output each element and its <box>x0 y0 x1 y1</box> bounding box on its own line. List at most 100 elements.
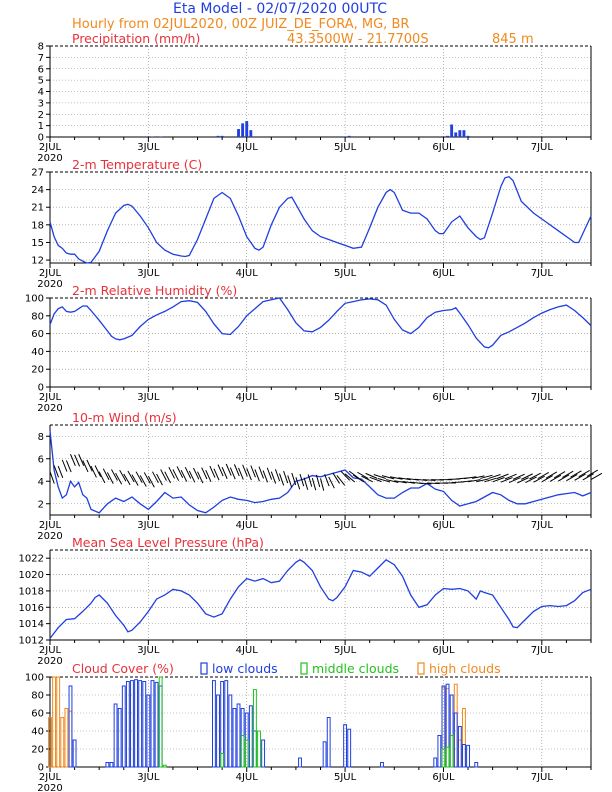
low-cloud-bar <box>216 694 220 768</box>
wind-arrow <box>233 464 240 477</box>
precip-bar <box>462 130 466 137</box>
wind-arrow <box>270 471 277 484</box>
wind-arrow <box>332 472 340 484</box>
y-tick-label: 80 <box>31 311 44 322</box>
wind-arrow <box>197 471 204 484</box>
y-tick-label: 1012 <box>19 636 44 647</box>
x-tick-label: 5JUL <box>334 645 357 656</box>
wind-arrow <box>504 473 517 480</box>
low-cloud-bar <box>125 681 130 768</box>
wind-arrow <box>65 460 72 473</box>
y-tick-label: 1020 <box>19 570 44 581</box>
y-tick-label: 12 <box>31 256 44 267</box>
wind-arrow <box>164 471 171 484</box>
y-tick-label: 1014 <box>19 619 44 630</box>
wind-arrow <box>250 465 256 478</box>
wind-arrow <box>373 474 386 479</box>
y-tick-label: 0 <box>38 383 44 394</box>
y-tick-label: 40 <box>31 727 44 738</box>
x-tick-label: 3JUL <box>137 392 160 403</box>
wind-arrow <box>320 478 325 491</box>
wind-arrow <box>385 479 399 483</box>
y-tick-label: 4 <box>38 477 44 488</box>
wind-arrow <box>488 473 501 479</box>
wind-arrow <box>414 478 428 481</box>
low-cloud-bar <box>261 739 266 768</box>
wind-arrow <box>365 472 378 479</box>
wind-arrow <box>279 473 285 486</box>
legend-swatch <box>300 662 308 675</box>
wind-arrow <box>258 466 264 479</box>
x-tick-label: 3JUL <box>137 142 160 153</box>
x-tick-label: 4JUL <box>236 645 259 656</box>
low-cloud-bar <box>462 744 466 768</box>
wind-arrow <box>398 477 411 481</box>
x-tick-label: 5JUL <box>334 142 357 153</box>
y-tick-label: 24 <box>31 185 44 196</box>
wind-arrow <box>152 471 159 484</box>
low-cloud-bar <box>228 694 233 768</box>
high-cloud-bar <box>60 717 65 768</box>
low-cloud-bar <box>347 728 352 768</box>
wind-arrow <box>106 472 114 484</box>
low-cloud-bar <box>236 703 241 768</box>
wind-arrow <box>123 473 131 486</box>
series-line <box>49 297 592 349</box>
wind-arrow <box>336 475 346 486</box>
wind-arrow <box>553 471 566 479</box>
x-tick-label: 4JUL <box>236 142 259 153</box>
series-line <box>49 175 592 264</box>
x-tick-label: 4JUL <box>236 268 259 279</box>
low-cloud-bar <box>212 680 216 768</box>
x-tick-label: 7JUL <box>531 520 554 531</box>
low-cloud-bar <box>134 679 139 768</box>
x-tick-label: 3JUL <box>137 772 160 783</box>
wind-arrow <box>82 460 89 473</box>
wind-arrow <box>221 466 228 479</box>
wind-arrow <box>586 469 599 477</box>
y-tick-label: 1 <box>38 121 44 132</box>
x-tick-label: 6JUL <box>432 142 455 153</box>
precip-bar <box>458 130 462 137</box>
wind-arrow <box>574 473 586 481</box>
wind-arrow <box>315 474 321 488</box>
low-cloud-bar <box>113 703 118 768</box>
panel-3: 2 4 6 8 2JUL 3JUL 4JUL 5JUL 6JUL 7JUL 2020 10-m Win… <box>37 410 603 542</box>
middle-cloud-bar <box>220 753 225 768</box>
y-tick-label: 27 <box>31 168 44 179</box>
panel-4: 1012 1014 1016 1018 1020 1022 2JUL 3JUL 4JUL 5JUL… <box>19 535 592 667</box>
wind-arrow <box>180 469 188 482</box>
x-year-label: 2020 <box>37 279 62 290</box>
low-cloud-bar <box>105 762 110 768</box>
x-tick-label: 2JUL <box>39 645 62 656</box>
series-line <box>49 558 592 639</box>
low-cloud-bar <box>298 757 302 768</box>
wind-arrow <box>299 473 305 487</box>
low-cloud-bar <box>68 685 73 768</box>
x-tick-label: 2JUL <box>39 520 62 531</box>
precip-bar <box>216 135 220 137</box>
panel-title: 2-m Temperature (C) <box>72 157 202 172</box>
panel-2: 0 20 40 60 80 100 2JUL 3JUL 4JUL 5JUL 6JUL 7JUL 2020… <box>25 283 592 414</box>
y-tick-label: 40 <box>31 347 44 358</box>
y-tick-label: 20 <box>31 365 44 376</box>
x-year-label: 2020 <box>37 656 62 667</box>
high-cloud-bar <box>64 708 69 768</box>
low-cloud-bar <box>232 708 237 768</box>
y-tick-label: 100 <box>25 294 44 305</box>
low-cloud-bar <box>154 681 159 768</box>
panel-title: 2-m Relative Humidity (%) <box>72 283 237 298</box>
wind-arrow <box>467 479 481 483</box>
wind-arrow <box>119 469 127 482</box>
low-cloud-bar <box>474 762 479 768</box>
wind-arrow <box>472 475 485 479</box>
wind-arrow <box>229 467 236 480</box>
x-tick-label: 4JUL <box>236 520 259 531</box>
y-tick-label: 18 <box>31 220 44 231</box>
wind-arrow <box>422 479 436 481</box>
wind-arrow <box>205 469 212 482</box>
panel-5: 0 20 40 60 80 100 2JUL 3JUL 4JUL 5JUL 6JUL 7JUL 2020… <box>25 661 592 792</box>
y-tick-label: 8 <box>38 42 44 53</box>
